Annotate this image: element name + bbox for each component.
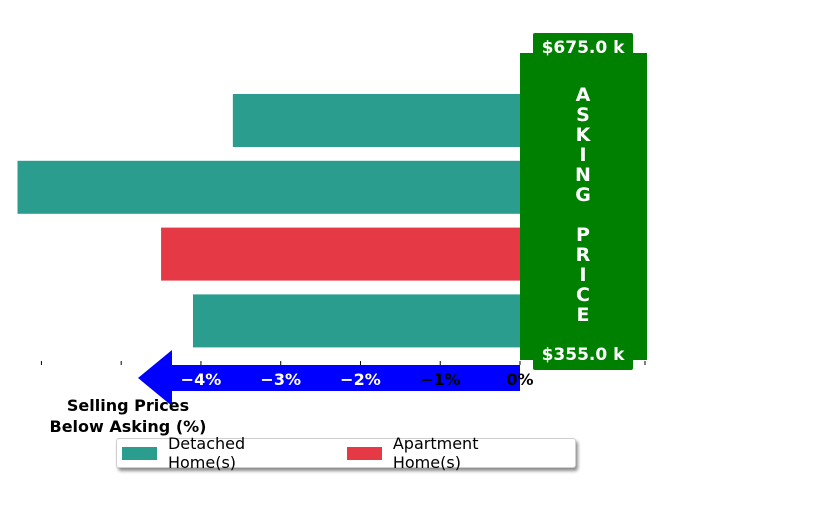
asking-price-letter: R xyxy=(576,244,591,266)
bar-2 xyxy=(17,160,520,214)
x-tick-label: −1% xyxy=(420,370,461,389)
legend-swatch-apartment xyxy=(346,446,382,460)
legend-item-apartment: Apartment Home(s) xyxy=(346,434,547,472)
price-bottom-label: $355.0 k xyxy=(542,345,626,365)
x-tick-label: −3% xyxy=(260,370,301,389)
asking-price-letter: N xyxy=(575,164,591,186)
x-tick-label: −2% xyxy=(340,370,381,389)
bars-group xyxy=(17,94,521,348)
price-top-label: $675.0 k xyxy=(542,38,626,58)
asking-price-letter xyxy=(580,204,587,226)
asking-price-letter: S xyxy=(576,104,590,126)
x-ticks-group: −6% −5% −4% −3% −2% −1% 0% xyxy=(21,361,646,389)
asking-price-letter: I xyxy=(579,264,586,286)
x-tick-label: −4% xyxy=(181,370,222,389)
asking-price-letter: K xyxy=(576,124,592,146)
legend-item-detached: Detached Home(s) xyxy=(122,434,314,472)
legend-label-apartment: Apartment Home(s) xyxy=(392,434,479,472)
legend-swatch-detached xyxy=(122,446,157,460)
asking-price-letter: G xyxy=(575,184,591,206)
bar-3 xyxy=(161,227,521,281)
asking-price-bar xyxy=(520,53,647,360)
asking-price-letter: E xyxy=(577,304,590,326)
x-tick-label: 0% xyxy=(506,370,533,389)
price-bottom-box xyxy=(533,342,633,370)
legend: Detached Home(s) Apartment Home(s) xyxy=(116,434,576,472)
left-arrow xyxy=(138,350,520,406)
x-tick-label: −5% xyxy=(101,370,142,389)
legend-label-detached: Detached Home(s) xyxy=(167,434,246,472)
asking-price-letter: A xyxy=(576,84,591,106)
asking-price-letter: P xyxy=(576,224,590,246)
x-axis-arrow xyxy=(138,350,520,406)
x-tick-label: −6% xyxy=(21,370,62,389)
bar-1 xyxy=(232,94,520,147)
bar-4 xyxy=(192,294,520,348)
price-top-box xyxy=(533,33,633,59)
asking-price-letter: C xyxy=(576,284,590,306)
asking-price-letter: I xyxy=(579,144,586,166)
x-axis-title: Selling Prices Below Asking (%) xyxy=(49,396,207,436)
